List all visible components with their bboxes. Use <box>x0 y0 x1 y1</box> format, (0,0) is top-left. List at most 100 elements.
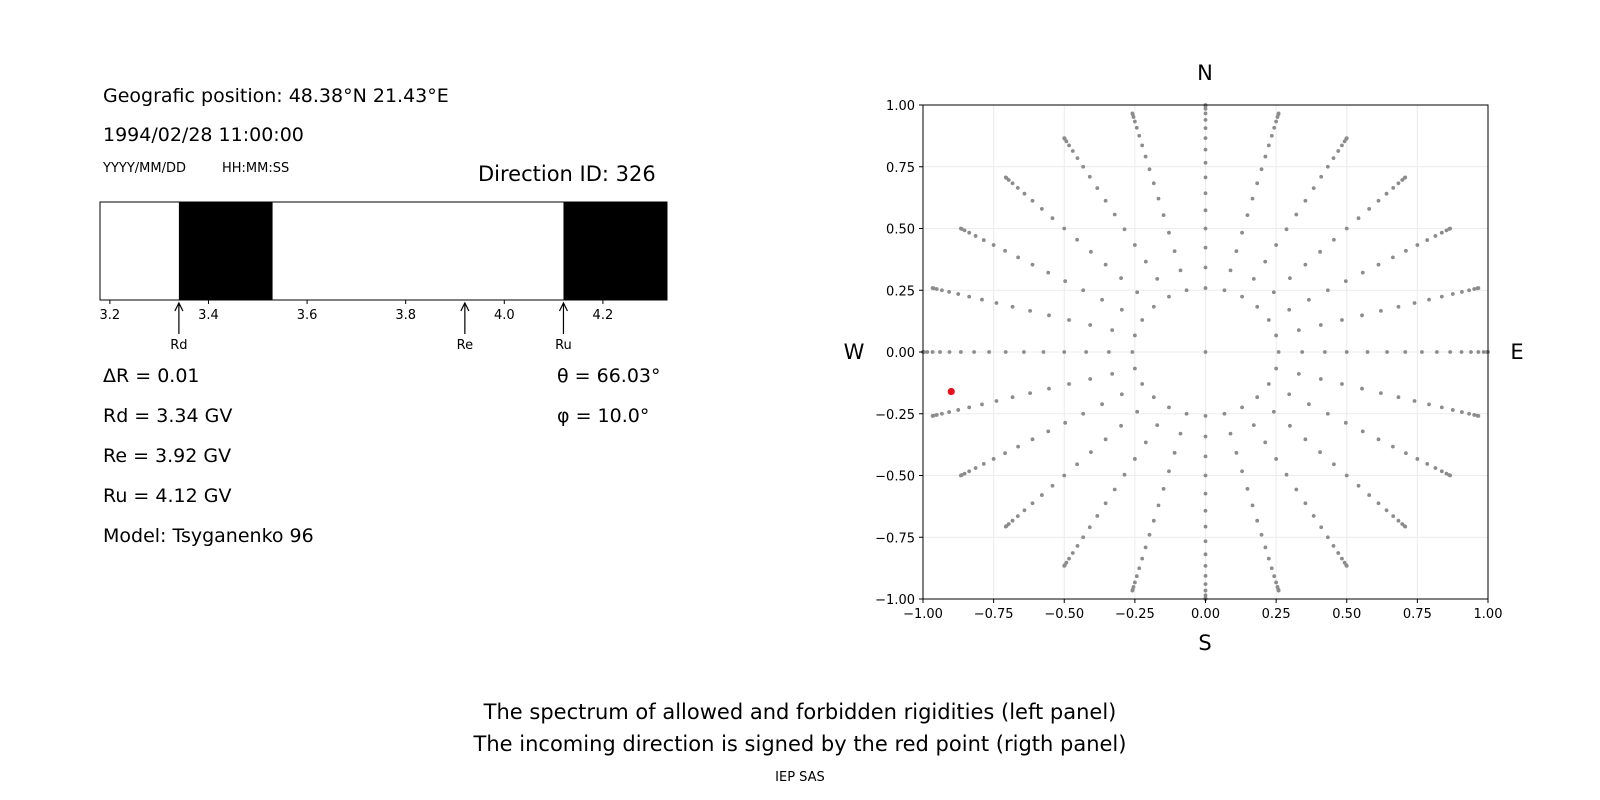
direction-plot: −1.00 1.00 −0.75 0.75 −0.50 0.50 −0.25 0.25 0.00… <box>844 61 1524 655</box>
direction-point <box>1203 573 1208 578</box>
direction-point <box>1472 413 1477 417</box>
spectrum-tick-label: 3.6 <box>297 308 318 323</box>
direction-point <box>1266 318 1271 322</box>
direction-point <box>1274 119 1279 124</box>
direction-point <box>1010 395 1015 400</box>
direction-point <box>1344 136 1349 140</box>
direction-point <box>1325 411 1330 416</box>
direction-point <box>958 226 963 231</box>
direction-point <box>1106 350 1111 354</box>
direction-point <box>1412 399 1417 403</box>
direction-point <box>1088 377 1093 381</box>
direction-point <box>1046 429 1051 434</box>
direction-point <box>1448 226 1453 231</box>
direction-point <box>1384 508 1389 513</box>
direction-point <box>1450 408 1455 412</box>
direction-point <box>972 350 976 354</box>
direction-point <box>1376 437 1381 442</box>
direction-point <box>1360 386 1364 391</box>
direction-point <box>1016 255 1020 260</box>
direction-point <box>1263 545 1268 550</box>
direction-point <box>1203 564 1208 568</box>
direction-point <box>1396 304 1401 309</box>
direction-point <box>1143 154 1148 159</box>
direction-point <box>1003 524 1008 529</box>
direction-point <box>1075 156 1080 161</box>
direction-point <box>1003 451 1007 456</box>
direction-point <box>1272 125 1277 130</box>
direction-point <box>930 414 935 418</box>
direction-point <box>1203 588 1208 593</box>
direction-point <box>1245 486 1250 491</box>
direction-point <box>1228 431 1233 436</box>
direction-point <box>1178 268 1183 273</box>
direction-point <box>1331 543 1336 548</box>
direction-point <box>1010 518 1015 523</box>
direction-point <box>994 399 999 403</box>
direction-point <box>967 469 972 474</box>
direction-point <box>1119 423 1123 428</box>
direction-point <box>1203 226 1208 231</box>
direction-point <box>1272 574 1277 579</box>
direction-point <box>1103 198 1108 203</box>
direction-point <box>1274 366 1279 371</box>
marker-arrow-head <box>558 301 568 312</box>
direction-point <box>934 287 939 291</box>
direction-point <box>1119 276 1123 281</box>
direction-point <box>1203 508 1208 513</box>
direction-point <box>1161 486 1166 491</box>
direction-point <box>1137 133 1142 138</box>
direction-point <box>1155 276 1160 281</box>
ru-value: Ru = 4.12 GV <box>103 485 232 507</box>
direction-point <box>1379 391 1383 395</box>
direction-point <box>1022 508 1027 513</box>
direction-point <box>938 350 942 354</box>
direction-point <box>1156 503 1161 508</box>
direction-point <box>1070 551 1075 555</box>
direction-point <box>1203 454 1208 459</box>
direction-point <box>1050 216 1055 221</box>
direction-point <box>1140 382 1145 386</box>
direction-point <box>1203 286 1208 290</box>
direction-point <box>1119 392 1124 397</box>
direction-point <box>1075 462 1079 467</box>
direction-point <box>1259 532 1264 537</box>
direction-point <box>1087 174 1092 179</box>
direction-point <box>1222 411 1227 416</box>
direction-point <box>1081 164 1086 169</box>
direction-point <box>1415 243 1420 247</box>
direction-point <box>1332 462 1336 467</box>
direction-point <box>1467 288 1471 293</box>
direction-point <box>1340 143 1344 148</box>
direction-point <box>1263 440 1268 445</box>
spectrum-tick-label: 4.0 <box>494 308 515 323</box>
direction-point <box>1003 175 1008 180</box>
direction-point <box>967 230 972 235</box>
y-tick-label: 1.00 <box>886 99 915 114</box>
direction-point <box>1303 437 1308 442</box>
direction-point <box>1178 431 1183 436</box>
direction-point <box>1274 580 1279 585</box>
direction-point <box>1306 402 1311 407</box>
spectrum-tick-label: 3.2 <box>100 308 121 323</box>
direction-point <box>947 410 951 414</box>
direction-point <box>980 297 984 302</box>
direction-point <box>1028 309 1032 313</box>
direction-point <box>1151 518 1156 523</box>
rigidity-spectrum: 3.2 3.4 3.6 3.8 4.0 4.2 Rd Re Ru <box>99 201 668 353</box>
direction-point <box>1067 556 1071 561</box>
direction-point <box>1070 149 1075 153</box>
direction-point <box>1203 208 1208 213</box>
marker-arrow-head <box>460 301 470 312</box>
direction-point <box>1151 304 1156 309</box>
direction-point <box>947 350 952 354</box>
direction-point <box>1476 286 1481 290</box>
direction-point <box>973 466 978 470</box>
direction-point <box>1156 196 1161 201</box>
direction-point <box>1015 185 1020 190</box>
caption-line-1: The spectrum of allowed and forbidden ri… <box>483 700 1117 724</box>
direction-point <box>1476 350 1481 354</box>
direction-point <box>1360 313 1364 318</box>
direction-point <box>1276 111 1281 116</box>
direction-point <box>1062 136 1067 140</box>
